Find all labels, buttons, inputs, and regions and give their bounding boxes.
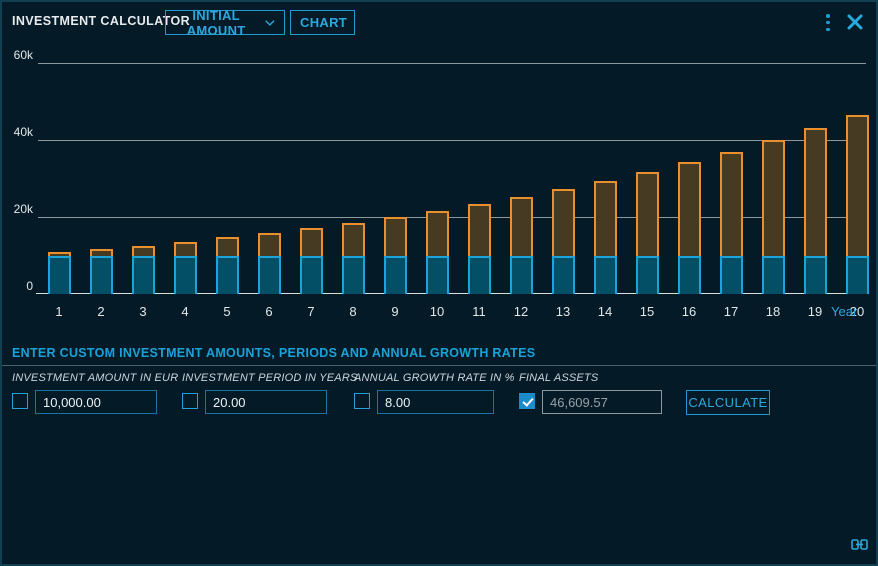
- page-title: INVESTMENT CALCULATOR: [12, 14, 191, 28]
- bar-segment-growth: [215, 237, 239, 256]
- x-axis-tick-label: 11: [472, 304, 486, 319]
- x-axis-title: Year: [831, 304, 858, 319]
- x-axis-tick-label: 7: [307, 304, 315, 319]
- gridline: [38, 63, 866, 64]
- close-icon[interactable]: [847, 14, 863, 30]
- y-axis-tick-label: 40k: [13, 125, 33, 139]
- final-assets-input[interactable]: [542, 390, 662, 414]
- x-axis-tick-label: 20: [849, 304, 865, 319]
- bar-segment-growth: [131, 245, 155, 256]
- bar-segment-initial: [719, 255, 743, 294]
- bar-segment-initial: [509, 255, 533, 294]
- bar-segment-initial: [425, 255, 449, 294]
- x-axis-tick-label: 6: [265, 304, 273, 319]
- growth-rate-checkbox[interactable]: [354, 393, 370, 409]
- x-axis-tick-label: 3: [139, 304, 147, 319]
- final-assets-checkbox[interactable]: [519, 393, 535, 409]
- bar-segment-growth: [257, 232, 281, 256]
- initial-amount-dropdown[interactable]: INITIAL AMOUNT: [165, 7, 285, 38]
- x-axis-tick-label: 18: [765, 304, 781, 319]
- bar-segment-initial: [215, 255, 239, 294]
- bar-segment-initial: [551, 255, 575, 294]
- bar-segment-initial: [635, 255, 659, 294]
- x-axis-tick-label: 13: [555, 304, 571, 319]
- bar-segment-initial: [257, 255, 281, 294]
- link-icon[interactable]: [851, 539, 868, 550]
- bar-segment-growth: [509, 197, 533, 256]
- bar-segment-growth: [341, 222, 365, 256]
- bar-segment-initial: [761, 255, 785, 294]
- label-investment-period: INVESTMENT PERIOD IN YEARS: [182, 372, 358, 384]
- gridline: [38, 140, 866, 141]
- x-axis-tick-label: 1: [55, 304, 63, 319]
- label-final-assets: FINAL ASSETS: [519, 372, 599, 384]
- bar-segment-initial: [89, 255, 113, 294]
- investment-amount-input[interactable]: [35, 390, 157, 414]
- x-axis-tick-label: 12: [513, 304, 529, 319]
- bar-segment-initial: [173, 255, 197, 294]
- bar-segment-growth: [173, 241, 197, 256]
- x-axis-tick-label: 4: [181, 304, 189, 319]
- bar-segment-growth: [551, 189, 575, 256]
- bar-segment-growth: [47, 252, 71, 256]
- bar-segment-initial: [845, 255, 869, 294]
- bar-segment-growth: [677, 162, 701, 256]
- x-axis-tick-label: 5: [223, 304, 231, 319]
- x-axis-tick-label: 17: [723, 304, 739, 319]
- chart-dropdown-label: CHART: [300, 15, 347, 30]
- x-axis-tick-label: 16: [681, 304, 697, 319]
- bar-segment-initial: [677, 255, 701, 294]
- kebab-menu-icon[interactable]: [824, 14, 832, 31]
- x-axis-tick-label: 2: [97, 304, 105, 319]
- bar-segment-growth: [467, 204, 491, 256]
- x-axis-tick-label: 15: [639, 304, 655, 319]
- chart-dropdown[interactable]: CHART: [290, 10, 355, 35]
- bar-segment-initial: [593, 255, 617, 294]
- bar-segment-initial: [299, 255, 323, 294]
- x-axis-tick-label: 8: [349, 304, 357, 319]
- bar-segment-initial: [467, 255, 491, 294]
- label-growth-rate: ANNUAL GROWTH RATE IN %: [354, 372, 515, 384]
- bar-segment-growth: [89, 249, 113, 256]
- label-investment-amount: INVESTMENT AMOUNT IN EUR: [12, 372, 179, 384]
- bar-segment-growth: [761, 140, 785, 256]
- section-divider: [2, 365, 876, 366]
- gridline: [38, 217, 866, 218]
- x-axis-tick-label: 9: [391, 304, 399, 319]
- x-axis-tick-label: 14: [597, 304, 613, 319]
- y-axis-tick-label: 0: [26, 279, 33, 293]
- x-axis-tick-label: 10: [429, 304, 445, 319]
- bar-segment-initial: [341, 255, 365, 294]
- bar-segment-initial: [47, 255, 71, 294]
- y-axis-tick-label: 60k: [13, 48, 33, 62]
- bar-segment-growth: [593, 180, 617, 256]
- section-heading: ENTER CUSTOM INVESTMENT AMOUNTS, PERIODS…: [12, 346, 536, 360]
- calculate-button[interactable]: CALCULATE: [686, 390, 770, 415]
- x-axis-tick-label: 19: [807, 304, 823, 319]
- bar-segment-growth: [845, 114, 869, 256]
- bar-segment-growth: [299, 228, 323, 256]
- bar-segment-growth: [383, 217, 407, 256]
- investment-period-input[interactable]: [205, 390, 327, 414]
- bar-segment-growth: [425, 210, 449, 256]
- x-axis-line: [36, 293, 866, 294]
- initial-amount-dropdown-label: INITIAL AMOUNT: [186, 7, 246, 38]
- y-axis-tick-label: 20k: [13, 202, 33, 216]
- chevron-down-icon: [265, 19, 275, 26]
- chart: 0 20k 40k 60k 1 2 3 4 5 6 7 8 9 10 11 12 13 14 15 16 17 18 19 2…: [2, 42, 876, 334]
- bar-segment-initial: [383, 255, 407, 294]
- bar-segment-growth: [635, 171, 659, 256]
- bar-segment-initial: [131, 255, 155, 294]
- bar-segment-initial: [803, 255, 827, 294]
- investment-amount-checkbox[interactable]: [12, 393, 28, 409]
- bar-segment-growth: [719, 151, 743, 256]
- investment-period-checkbox[interactable]: [182, 393, 198, 409]
- bar-segment-growth: [803, 127, 827, 256]
- growth-rate-input[interactable]: [377, 390, 494, 414]
